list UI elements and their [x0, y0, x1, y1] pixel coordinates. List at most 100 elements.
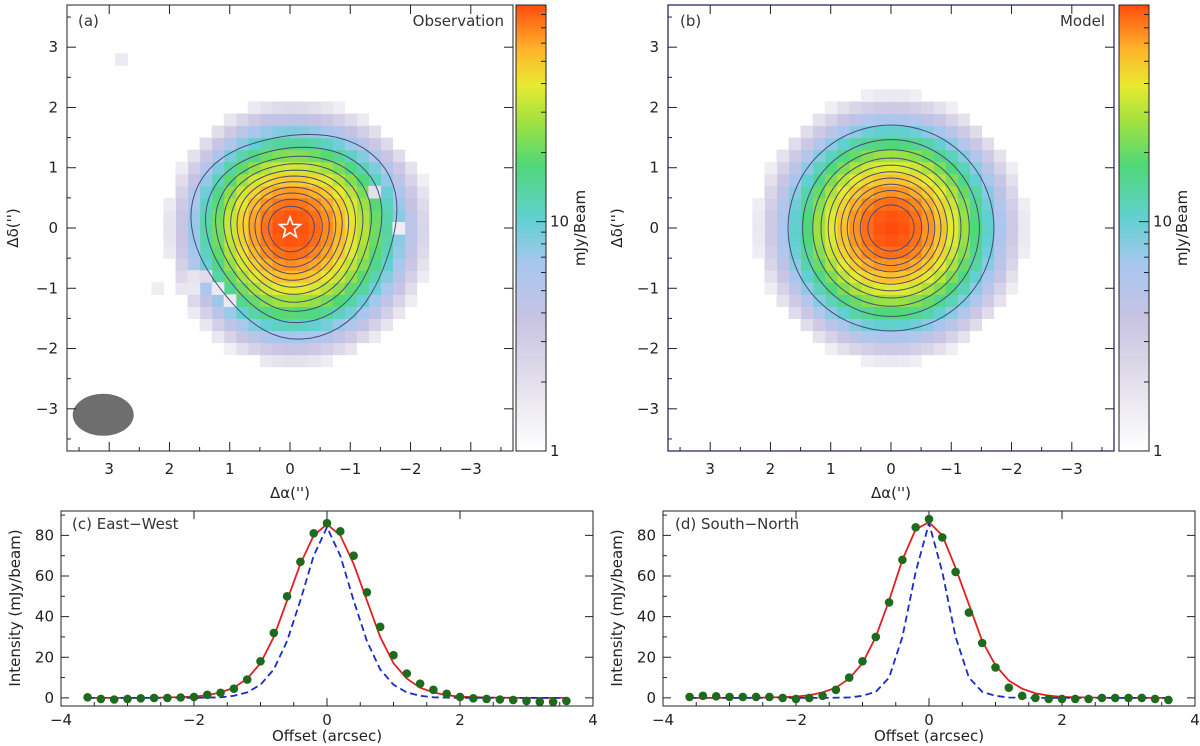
heatmap-cell: [271, 318, 285, 332]
heatmap-cell: [969, 173, 982, 187]
heatmap-cell: [368, 306, 381, 319]
heatmap-cell: [187, 258, 201, 271]
contour-line: [223, 163, 364, 303]
heatmap-cell: [175, 209, 189, 223]
x-tick-label: −1: [940, 460, 962, 478]
heatmap-cell: [187, 197, 201, 211]
heatmap-cell: [1017, 221, 1031, 235]
heatmap-cell: [945, 209, 958, 223]
heatmap-cell: [247, 342, 261, 356]
heatmap-cell: [283, 221, 297, 235]
heatmap-cell: [175, 185, 189, 199]
heatmap-cell: [872, 125, 886, 139]
heatmap-cell: [969, 125, 982, 139]
heatmap-cell: [235, 282, 249, 295]
heatmap-cell: [259, 101, 273, 115]
heatmap-cell: [332, 234, 345, 247]
heatmap-cell: [933, 270, 946, 283]
heatmap-cell: [271, 270, 285, 283]
heatmap-cell: [404, 197, 418, 211]
x-tick-label: 2: [1057, 711, 1067, 729]
heatmap-cell: [872, 101, 886, 115]
heatmap-cell: [848, 306, 862, 319]
data-point: [991, 663, 1000, 672]
heatmap-cell: [283, 185, 297, 199]
heatmap-cell: [247, 113, 261, 127]
y-tick-label: 0: [649, 219, 659, 237]
data-point: [685, 692, 694, 702]
heatmap-cell: [320, 342, 333, 356]
heatmap-cell: [404, 173, 418, 187]
heatmap-cell: [416, 185, 430, 199]
panel-b-tag: (b): [680, 12, 701, 30]
data-point: [938, 533, 947, 542]
heatmap-cell: [416, 258, 430, 271]
colorbar-tick-label: 1: [550, 442, 560, 460]
x-tick-label: −2: [1000, 460, 1022, 478]
heatmap-cell: [872, 318, 886, 332]
heatmap-cell: [945, 113, 958, 127]
contour-line: [859, 196, 923, 260]
series-line-beam: [87, 525, 567, 699]
heatmap-cell: [981, 234, 995, 247]
contour-line: [248, 186, 337, 275]
heatmap-cell: [332, 306, 345, 319]
heatmap-cell: [776, 185, 790, 199]
contour-line: [214, 155, 372, 312]
contour-line: [853, 189, 930, 267]
heatmap-cell: [163, 221, 177, 235]
heatmap-cell: [884, 354, 898, 368]
heatmap-cell: [884, 113, 898, 127]
heatmap-cell: [259, 125, 273, 139]
heatmap-cell: [368, 330, 381, 344]
heatmap-cell: [296, 318, 309, 332]
data-point: [778, 693, 787, 703]
data-point: [1124, 693, 1133, 703]
heatmap-cell: [812, 234, 826, 247]
heatmap-cell: [752, 234, 766, 247]
heatmap-cell: [247, 234, 261, 247]
heatmap-cell: [283, 294, 297, 307]
heatmap-cell: [872, 221, 886, 235]
heatmap-cell: [211, 149, 225, 163]
data-point: [1084, 694, 1093, 704]
heatmap-cell: [884, 221, 898, 235]
heatmap-cell: [344, 161, 357, 175]
heatmap-cell: [404, 246, 418, 259]
heatmap-cell: [259, 197, 273, 211]
heatmap-cell: [872, 342, 886, 356]
heatmap-cell: [752, 246, 766, 259]
heatmap-cell: [836, 173, 850, 187]
heatmap-cell: [223, 161, 237, 175]
heatmap-cell: [1017, 234, 1031, 247]
y-tick-label: 2: [48, 98, 58, 116]
heatmap-cell: [356, 149, 369, 163]
panel-a-ylabel: Δδ(''): [4, 208, 22, 247]
heatmap-cell: [187, 221, 201, 235]
heatmap-cell: [380, 270, 394, 283]
heatmap-cell: [163, 246, 177, 259]
heatmap-cell: [368, 294, 381, 307]
data-point: [522, 696, 531, 706]
heatmap-cell: [175, 282, 189, 295]
heatmap-cell: [211, 294, 225, 307]
y-tick-label: 0: [646, 689, 656, 707]
heatmap-cell: [945, 330, 958, 344]
y-tick-label: −2: [36, 340, 58, 358]
contour-line: [867, 204, 915, 252]
heatmap-cell: [993, 185, 1007, 199]
y-tick-label: −2: [637, 340, 659, 358]
heatmap-cell: [392, 161, 406, 175]
x-tick-label: −3: [460, 460, 482, 478]
colorbar-a: [515, 4, 547, 452]
heatmap-cell: [957, 306, 970, 319]
heatmap-cell: [332, 137, 345, 151]
heatmap-cell: [271, 113, 285, 127]
heatmap-cell: [259, 209, 273, 223]
series-line-beam: [689, 519, 1169, 699]
colorbar-a-label: mJy/Beam: [571, 190, 589, 266]
heatmap-cell: [909, 101, 922, 115]
heatmap-cell: [115, 53, 128, 66]
heatmap-cell: [836, 197, 850, 211]
heatmap-cell: [824, 161, 838, 175]
